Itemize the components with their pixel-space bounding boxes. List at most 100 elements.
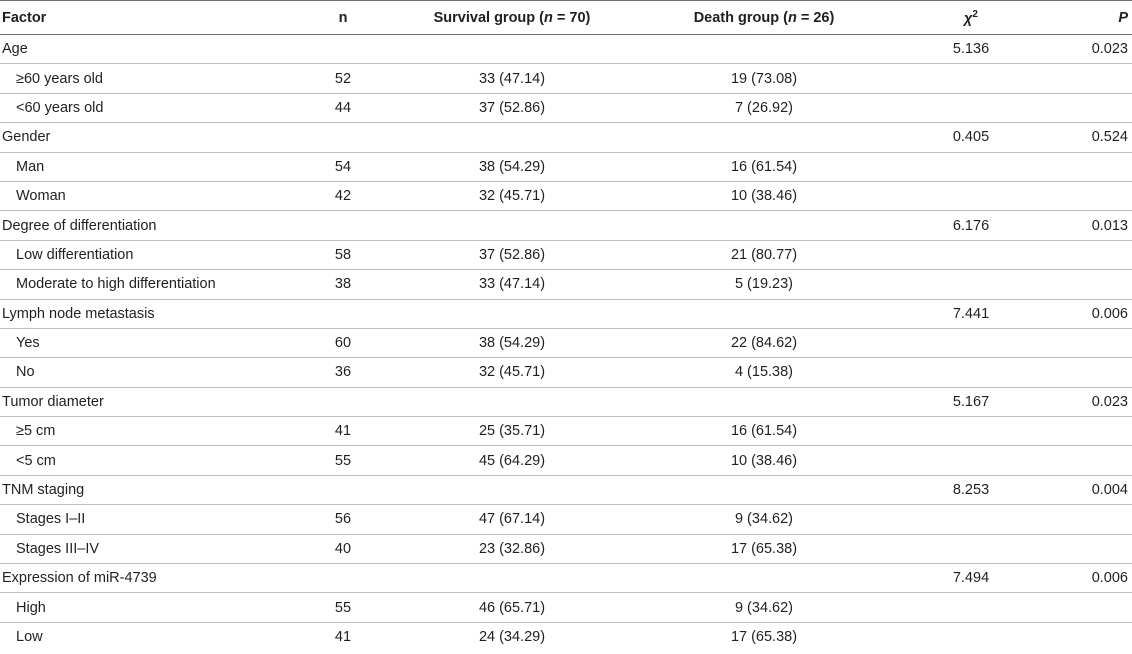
- header-chi-symbol: χ: [964, 10, 973, 27]
- n-cell: [300, 563, 386, 593]
- death-cell: 16 (61.54): [638, 416, 890, 446]
- n-cell: [300, 298, 386, 329]
- table-row: Low differentiation 58 37 (52.86) 21 (80.77…: [0, 239, 1132, 270]
- table-group-row: Age 5.136 0.023: [0, 35, 1132, 64]
- survival-cell: 45 (64.29): [386, 445, 638, 476]
- chi-square-cell: 5.167: [890, 386, 1022, 417]
- factor-cell: Stages III–IV: [0, 533, 300, 564]
- table-row: Yes 60 38 (54.29) 22 (84.62): [0, 327, 1132, 358]
- p-value-cell: [1022, 592, 1132, 623]
- chi-square-cell: [890, 533, 1022, 564]
- n-cell: 55: [300, 592, 386, 623]
- p-value-cell: 0.524: [1022, 122, 1132, 153]
- n-cell: [300, 386, 386, 417]
- factor-cell: Moderate to high differentiation: [0, 269, 300, 300]
- factor-cell: TNM staging: [0, 474, 300, 505]
- survival-cell: 37 (52.86): [386, 92, 638, 123]
- n-cell: 52: [300, 63, 386, 94]
- table-row: Man 54 38 (54.29) 16 (61.54): [0, 151, 1132, 182]
- n-cell: 56: [300, 504, 386, 535]
- factor-cell: <5 cm: [0, 445, 300, 476]
- chi-square-cell: [890, 592, 1022, 623]
- n-cell: [300, 122, 386, 153]
- factor-cell: Yes: [0, 327, 300, 358]
- survival-cell: 25 (35.71): [386, 416, 638, 446]
- n-cell: 58: [300, 239, 386, 270]
- survival-cell: [386, 298, 638, 329]
- factor-cell: Lymph node metastasis: [0, 298, 300, 329]
- header-chi-square: χ2: [890, 0, 1022, 35]
- factor-cell: <60 years old: [0, 92, 300, 123]
- death-cell: 4 (15.38): [638, 357, 890, 388]
- header-factor: Factor: [0, 0, 300, 35]
- header-death-prefix: Death group (: [693, 9, 788, 26]
- death-cell: [638, 386, 890, 417]
- chi-square-cell: [890, 269, 1022, 300]
- factor-cell: Degree of differentiation: [0, 210, 300, 241]
- p-value-cell: [1022, 416, 1132, 446]
- table-row: <60 years old 44 37 (52.86) 7 (26.92): [0, 92, 1132, 123]
- chi-square-cell: [890, 327, 1022, 358]
- p-value-cell: [1022, 504, 1132, 535]
- table-group-row: TNM staging 8.253 0.004: [0, 474, 1132, 505]
- chi-square-cell: [890, 504, 1022, 535]
- table-row: ≥60 years old 52 33 (47.14) 19 (73.08): [0, 63, 1132, 94]
- factor-cell: Gender: [0, 122, 300, 153]
- n-cell: 41: [300, 621, 386, 652]
- survival-cell: 32 (45.71): [386, 180, 638, 211]
- n-cell: 55: [300, 445, 386, 476]
- factor-cell: No: [0, 357, 300, 388]
- table-group-row: Tumor diameter 5.167 0.023: [0, 386, 1132, 417]
- factor-cell: Age: [2, 41, 28, 58]
- survival-cell: 33 (47.14): [386, 269, 638, 300]
- p-value-cell: [1022, 621, 1132, 652]
- survival-cell: 24 (34.29): [386, 621, 638, 652]
- p-value-cell: [1022, 151, 1132, 182]
- survival-cell: [386, 563, 638, 593]
- header-survival-n: n: [544, 9, 553, 26]
- header-p-value: P: [1022, 0, 1132, 35]
- factor-cell: ≥5 cm: [0, 416, 300, 446]
- n-cell: 54: [300, 151, 386, 182]
- p-value-cell: [1022, 327, 1132, 358]
- table-row: Woman 42 32 (45.71) 10 (38.46): [0, 180, 1132, 211]
- survival-cell: 23 (32.86): [386, 533, 638, 564]
- p-value-cell: [1022, 239, 1132, 270]
- n-cell: 60: [300, 327, 386, 358]
- survival-cell: 38 (54.29): [386, 151, 638, 182]
- chi-square-cell: 8.253: [890, 474, 1022, 505]
- table-group-row: Gender 0.405 0.524: [0, 122, 1132, 153]
- n-cell: [300, 210, 386, 241]
- chi-square-cell: [890, 92, 1022, 123]
- header-death-n: n: [787, 9, 797, 26]
- factor-cell: Tumor diameter: [0, 386, 300, 417]
- p-value-cell: 0.006: [1022, 298, 1132, 329]
- chi-square-cell: [890, 151, 1022, 182]
- p-value-cell: [1022, 445, 1132, 476]
- chi-square-cell: [890, 416, 1022, 446]
- death-cell: [638, 35, 890, 64]
- death-cell: 17 (65.38): [638, 621, 890, 652]
- table-row: No 36 32 (45.71) 4 (15.38): [0, 357, 1132, 388]
- table-group-row: Lymph node metastasis 7.441 0.006: [0, 298, 1132, 329]
- header-survival-group: Survival group (n = 70): [386, 0, 638, 35]
- factor-cell: Stages I–II: [0, 504, 300, 535]
- chi-square-cell: [890, 63, 1022, 94]
- death-cell: 22 (84.62): [638, 327, 890, 358]
- factor-cell: ≥60 years old: [0, 63, 300, 94]
- death-cell: 21 (80.77): [638, 239, 890, 270]
- p-value-cell: 0.004: [1022, 474, 1132, 505]
- death-cell: [638, 563, 890, 593]
- p-value-cell: 0.023: [1022, 386, 1132, 417]
- death-cell: [638, 210, 890, 241]
- n-cell: 42: [300, 180, 386, 211]
- factor-cell: Woman: [0, 180, 300, 211]
- death-cell: 7 (26.92): [638, 92, 890, 123]
- header-survival-suffix: = 70): [552, 9, 591, 26]
- p-value-cell: [1022, 357, 1132, 388]
- table-row: ≥5 cm 41 25 (35.71) 16 (61.54): [0, 416, 1132, 446]
- table-group-row: Expression of miR-4739 7.494 0.006: [0, 563, 1132, 593]
- survival-cell: [386, 386, 638, 417]
- factor-cell: Expression of miR-4739: [0, 563, 300, 593]
- n-cell: 44: [300, 92, 386, 123]
